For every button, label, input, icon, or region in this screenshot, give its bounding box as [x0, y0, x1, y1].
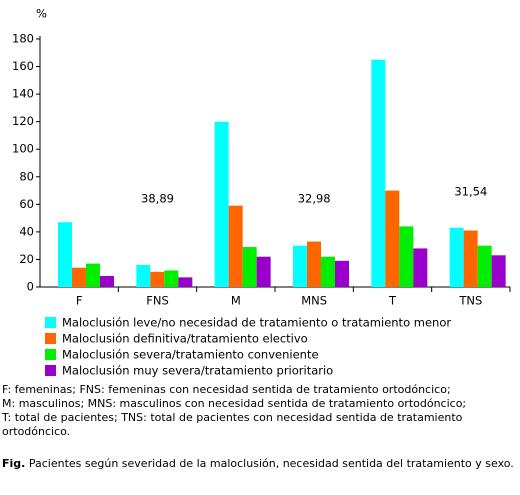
note: M: masculinos; MNS: masculinos con neces…: [2, 397, 467, 410]
bar: [399, 226, 414, 287]
y-tick-label: 60: [19, 197, 34, 211]
x-tick-label: MNS: [301, 294, 327, 308]
bar: [371, 59, 386, 287]
annotation: 38,89: [141, 192, 174, 206]
legend-swatch: [45, 333, 56, 344]
bar: [228, 205, 243, 287]
bar: [413, 248, 428, 287]
y-axis-label: %: [36, 7, 47, 21]
bar: [136, 264, 151, 287]
x-tick-label: F: [76, 294, 83, 308]
bar: [491, 255, 506, 287]
chart: % 0 20 40 60 80 100 120 140 160 180 F FNS M MNS T TNS 38…: [12, 7, 511, 378]
legend-label: Maloclusión muy severa/tratamiento prior…: [62, 364, 333, 378]
caption: Fig. Pacientes según severidad de la mal…: [2, 456, 516, 471]
y-tick-label: 140: [12, 87, 34, 101]
annotation: 31,54: [454, 185, 487, 199]
bar: [256, 256, 271, 287]
bar: [321, 256, 335, 287]
bar: [214, 121, 229, 288]
bar: [86, 263, 100, 287]
bar: [242, 247, 257, 287]
bar: [463, 230, 478, 287]
x-tick-label: FNS: [146, 294, 169, 308]
bar: [307, 241, 321, 287]
y-tick-label: 100: [12, 142, 34, 156]
bar: [72, 267, 86, 287]
y-tick-label: 180: [12, 32, 34, 46]
legend-label: Maloclusión severa/tratamiento convenien…: [62, 348, 319, 362]
bar: [385, 190, 400, 287]
x-tick-label: TNS: [458, 294, 482, 308]
caption-text: Pacientes según severidad de la maloclus…: [28, 457, 514, 470]
legend-label: Maloclusión definitiva/tratamiento elect…: [62, 332, 308, 346]
y-tick-label: 40: [19, 224, 34, 238]
bar: [335, 260, 349, 287]
caption-label: Fig.: [2, 457, 26, 470]
x-tick-label: T: [388, 294, 397, 308]
legend-swatch: [45, 365, 56, 376]
bar: [150, 271, 165, 287]
bar: [164, 270, 179, 287]
bar: [449, 227, 464, 287]
y-tick-label: 20: [19, 252, 34, 266]
note: F: femeninas; FNS: femeninas con necesid…: [2, 383, 451, 396]
y-tick-label: 160: [12, 59, 34, 73]
bar: [178, 277, 193, 287]
legend-label: Maloclusión leve/no necesidad de tratami…: [62, 316, 451, 330]
y-tick-label: 0: [27, 280, 34, 294]
y-tick-label: 120: [12, 114, 34, 128]
annotation: 32,98: [298, 192, 331, 206]
bar: [58, 222, 72, 287]
legend-swatch: [45, 317, 56, 328]
y-tick-label: 80: [19, 169, 34, 183]
bar: [293, 245, 307, 287]
legend-swatch: [45, 349, 56, 360]
bar: [477, 245, 492, 287]
bar: [100, 275, 114, 287]
note: T: total de pacientes; TNS: total de pac…: [2, 411, 463, 438]
notes: F: femeninas; FNS: femeninas con necesid…: [2, 383, 516, 439]
x-tick-label: M: [231, 294, 241, 308]
